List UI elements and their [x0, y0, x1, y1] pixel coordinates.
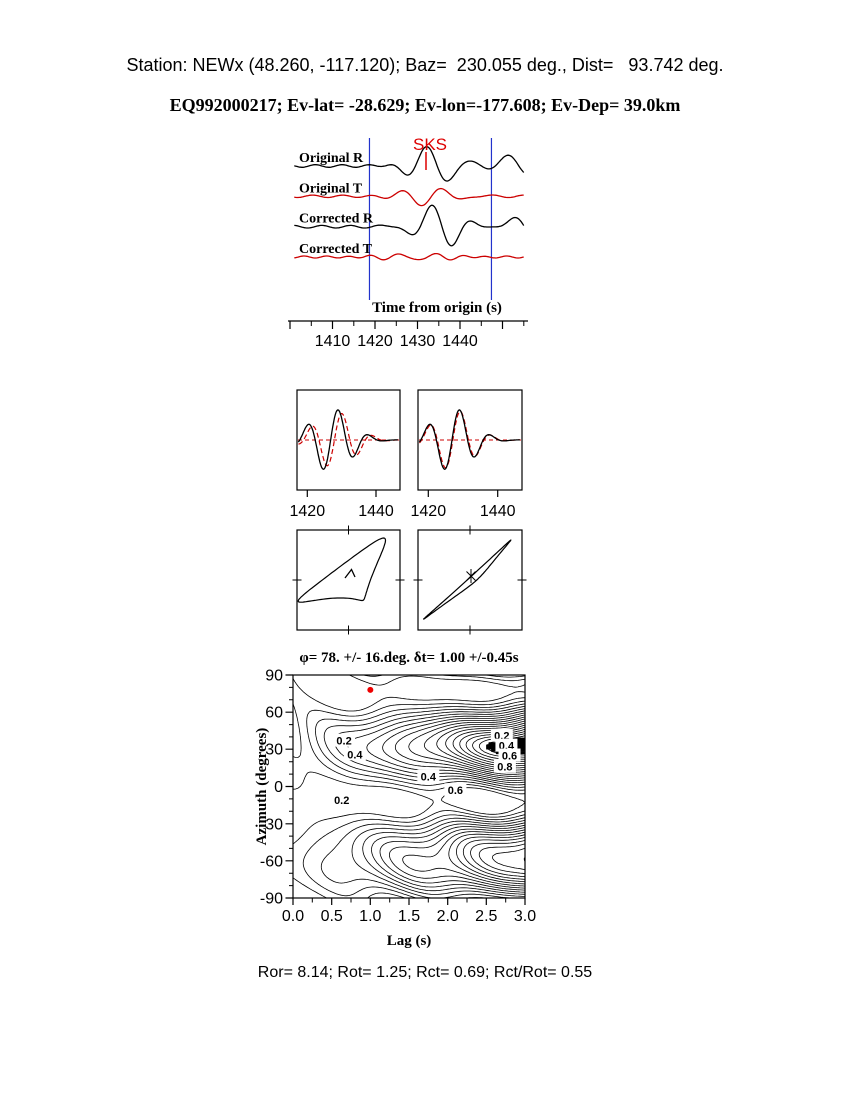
contour-label: 0.4	[421, 772, 437, 784]
error-surface-panel: φ= 78. +/- 16.deg. δt= 1.00 +/-0.45s 90 …	[254, 650, 536, 949]
contour-minor-ticks	[289, 686, 507, 903]
az-tick-m90: -90	[260, 891, 283, 908]
compare-left-tick-1440: 1440	[358, 503, 394, 520]
contour-label-bg	[417, 769, 440, 783]
az-tick-m60: -60	[260, 853, 283, 870]
compare-traces	[297, 409, 521, 471]
trace-corrected-t	[294, 252, 524, 261]
contour-line	[394, 714, 525, 887]
time-axis-minor-tick-marks	[310, 321, 525, 326]
contour-line	[347, 708, 525, 893]
contour-minor-tick-marks	[289, 686, 507, 903]
time-axis-title: Time from origin (s)	[372, 300, 502, 316]
contour-label-bg	[333, 733, 356, 747]
lag-axis-title: Lag (s)	[387, 933, 432, 949]
contour-label: 0.4	[347, 749, 363, 761]
azimuth-major-ticks	[285, 674, 293, 899]
time-tick-1430: 1430	[400, 333, 436, 350]
lag-tick-25: 2.5	[475, 908, 497, 925]
time-tick-1440: 1440	[442, 333, 478, 350]
az-tick-60: 60	[265, 705, 283, 722]
contour-label-bg	[490, 728, 513, 742]
contour-label-bg	[343, 747, 366, 761]
contour-label: 0.6	[502, 751, 517, 763]
time-axis-minor-ticks	[310, 321, 525, 326]
az-tick-0: 0	[274, 779, 283, 796]
seismogram-panel: SKS Original R Original T Corrected R Co…	[288, 135, 528, 350]
contour-surface	[293, 675, 525, 898]
particle-motion-curves	[297, 537, 512, 620]
trace-label-original-r: Original R	[299, 151, 364, 166]
contour-label-bg	[498, 748, 521, 762]
lag-major-ticks	[292, 898, 526, 905]
time-tick-1420: 1420	[357, 333, 393, 350]
trace-original-r	[294, 145, 525, 182]
contour-line	[293, 675, 525, 898]
contour-label: 0.8	[497, 762, 512, 774]
azimuth-axis-title: Azimuth (degrees)	[254, 728, 270, 846]
lag-tick-05: 0.5	[321, 908, 343, 925]
trace-label-corrected-t: Corrected T	[299, 242, 373, 257]
compare-red-trace	[298, 413, 398, 467]
compare-right-tick-1420: 1420	[411, 503, 447, 520]
compare-left-tick-1420: 1420	[290, 503, 326, 520]
lag-tick-0: 0.0	[282, 908, 304, 925]
compare-box-left	[296, 389, 401, 491]
lag-tick-1: 1.0	[359, 908, 381, 925]
trace-original-t	[294, 187, 524, 207]
az-tick-30: 30	[265, 742, 283, 759]
contour-label-bg	[493, 759, 516, 773]
particle-motion-corrected	[422, 539, 512, 620]
contour-label-bg	[330, 793, 353, 807]
contour-line	[436, 720, 525, 880]
time-tick-1410: 1410	[315, 333, 351, 350]
contour-labels: 0.20.40.20.40.60.20.40.60.8	[330, 686, 521, 807]
station-title: Station: NEWx (48.260, -117.120); Baz= 2…	[126, 55, 724, 75]
result-summary: Ror= 8.14; Rot= 1.25; Rct= 0.69; Rct/Rot…	[257, 964, 593, 981]
event-title: EQ992000217; Ev-lat= -28.629; Ev-lon=-17…	[169, 95, 681, 115]
contour-label-bg	[495, 738, 518, 752]
particle-motion-uncorrected	[297, 537, 387, 603]
compare-right-tick-1440: 1440	[480, 503, 516, 520]
az-tick-90: 90	[265, 668, 283, 685]
particle-right-edge-ticks	[413, 525, 527, 635]
contour-label: 0.2	[334, 795, 349, 807]
particle-motion-panels	[292, 525, 527, 635]
compare-black-trace	[418, 409, 520, 471]
waveform-compare-panels: 1420 1440 1420 1440	[290, 389, 523, 520]
compare-box-right	[417, 389, 523, 491]
particle-start-marker-right	[466, 569, 476, 583]
contour-line	[315, 675, 525, 898]
error-surface-title: φ= 78. +/- 16.deg. δt= 1.00 +/-0.45s	[299, 650, 518, 666]
lag-tick-15: 1.5	[398, 908, 420, 925]
contour-label: 0.2	[336, 736, 351, 748]
best-fit-marker	[367, 686, 374, 693]
seismogram-traces	[294, 138, 525, 300]
trace-corrected-r	[294, 204, 525, 247]
phase-label: SKS	[413, 135, 447, 154]
contour-line	[408, 716, 525, 885]
contour-line	[382, 712, 525, 889]
contour-label: 0.6	[448, 785, 463, 797]
time-axis-major-ticks	[289, 321, 504, 329]
lag-tick-3: 3.0	[514, 908, 536, 925]
compare-black-trace	[297, 409, 398, 471]
lag-tick-2: 2.0	[437, 908, 459, 925]
contour-label-bg	[444, 783, 467, 797]
trace-label-original-t: Original T	[299, 182, 363, 197]
particle-left-edge-ticks	[292, 525, 405, 635]
compare-ticks	[306, 490, 499, 497]
particle-start-marker-left	[344, 568, 356, 579]
contour-frame	[292, 674, 526, 899]
trace-label-corrected-r: Corrected R	[299, 212, 374, 227]
az-tick-m30: -30	[260, 816, 283, 833]
contour-line	[366, 710, 525, 891]
